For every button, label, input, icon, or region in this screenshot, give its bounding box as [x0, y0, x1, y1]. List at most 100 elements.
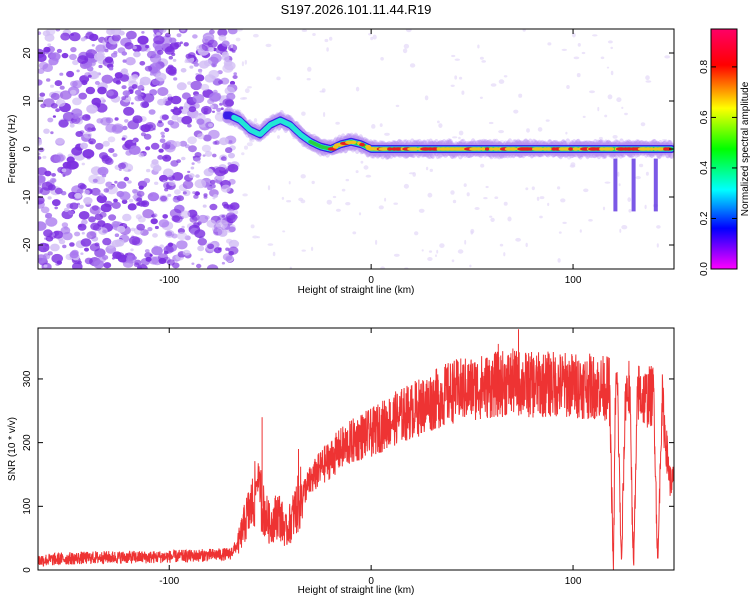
spectrogram-noise-blob — [112, 153, 118, 158]
spectrogram-noise-blob — [221, 40, 230, 47]
spectrogram-noise-blob — [461, 90, 465, 95]
spectrogram-noise-blob — [624, 112, 628, 116]
spectrogram-noise-blob — [616, 97, 622, 103]
spectrogram-noise-blob — [204, 38, 209, 43]
spectrogram-noise-blob — [289, 266, 292, 269]
spectrogram-noise-blob — [151, 246, 163, 256]
spectrogram-noise-blob — [437, 120, 440, 124]
spectrogram-noise-blob — [192, 93, 205, 104]
spectrogram-noise-blob — [38, 242, 50, 253]
spectrogram-noise-blob — [159, 138, 166, 143]
spectrogram-noise-blob — [164, 127, 170, 132]
spectrogram-noise-blob — [136, 264, 148, 269]
spectrogram-noise-blob — [372, 34, 377, 40]
spectrogram-noise-blob — [619, 228, 622, 233]
spectrogram-noise-blob — [621, 106, 624, 109]
spectrogram-noise-blob — [589, 90, 595, 94]
spectrogram-noise-blob — [298, 197, 304, 202]
spectrogram-noise-blob — [606, 66, 610, 69]
spectrogram-noise-blob — [158, 148, 164, 153]
spectrogram-noise-blob — [438, 123, 443, 128]
spectrogram-noise-blob — [209, 203, 218, 211]
spectrogram-noise-blob — [405, 29, 412, 33]
spectrogram-noise-blob — [272, 251, 276, 257]
spectrogram-noise-blob — [335, 208, 341, 212]
spectrogram-noise-blob — [81, 80, 88, 86]
spectrogram-noise-blob — [38, 31, 42, 35]
spectrogram-noise-blob — [536, 196, 540, 201]
spectrogram-noise-blob — [81, 162, 86, 166]
spectrogram-noise-blob — [43, 229, 53, 238]
spectrogram-noise-blob — [136, 197, 143, 202]
spectrogram-noise-blob — [247, 86, 252, 89]
spectrogram-noise-blob — [38, 175, 46, 183]
spectrogram-noise-blob — [89, 71, 100, 80]
spectrogram-noise-blob — [179, 140, 188, 147]
spectrogram-noise-blob — [97, 86, 107, 95]
spectrogram-noise-blob — [210, 179, 216, 185]
spectrogram-noise-blob — [127, 180, 132, 184]
spectrogram-noise-blob — [570, 162, 576, 167]
spectrogram-noise-blob — [84, 247, 89, 252]
spectrogram-noise-blob — [69, 123, 75, 128]
spectrogram-noise-blob — [265, 43, 272, 48]
spectrogram-noise-blob — [137, 216, 146, 223]
spectrogram-noise-blob — [162, 180, 167, 184]
spectrogram-noise-blob — [345, 178, 350, 182]
spectrogram-noise-blob — [45, 212, 53, 219]
spectrogram-noise-blob — [457, 249, 464, 254]
spectrogram-noise-blob — [576, 73, 581, 78]
spectrogram-noise-blob — [306, 78, 311, 81]
spectrogram-noise-blob — [89, 141, 94, 144]
spectrogram-noise-blob — [203, 59, 213, 67]
spectrogram-noise-blob — [104, 56, 114, 64]
spectrogram-noise-blob — [224, 86, 235, 96]
spectrogram-noise-blob — [121, 137, 126, 141]
spectrogram-noise-blob — [38, 221, 47, 231]
spectrogram-noise-blob — [176, 33, 182, 38]
spectrogram-noise-blob — [125, 57, 136, 66]
spectrogram-noise-blob — [664, 55, 671, 59]
spectrogram-noise-blob — [240, 97, 246, 100]
spectrogram-ridge-peak — [649, 147, 654, 151]
spectrogram-noise-blob — [130, 248, 134, 252]
spectrogram-noise-blob — [335, 121, 340, 125]
spectrogram-noise-blob — [221, 51, 229, 58]
spectrogram-noise-blob — [83, 131, 93, 139]
spectrogram-noise-blob — [158, 120, 163, 124]
spectrogram-noise-blob — [59, 85, 65, 90]
spectrogram-noise-blob — [227, 29, 238, 35]
spectrogram-noise-blob — [114, 233, 120, 237]
spectrogram-noise-blob — [203, 193, 208, 197]
spectrogram-noise-blob — [479, 56, 484, 60]
spectrogram-noise-blob — [149, 254, 153, 257]
spectrogram-noise-blob — [378, 205, 384, 210]
spectrogram-noise-blob — [522, 29, 526, 32]
spectrogram-noise-blob — [167, 93, 172, 98]
spectrogram-noise-blob — [450, 84, 455, 88]
spectrogram-noise-blob — [545, 119, 550, 122]
spectrogram-noise-blob — [466, 192, 470, 197]
spectrogram-noise-blob — [380, 57, 384, 61]
spectrogram-ridge-peak — [607, 147, 615, 151]
spectrogram-noise-blob — [51, 173, 56, 177]
spectrogram-noise-blob — [525, 187, 529, 191]
spectrogram-noise-blob — [72, 59, 79, 66]
spectrogram-noise-blob — [154, 225, 159, 230]
spectrogram-noise-blob — [418, 208, 425, 213]
spectrogram-noise-blob — [160, 195, 168, 202]
spectrogram-noise-blob — [143, 133, 152, 140]
spectrogram-noise-blob — [621, 225, 628, 230]
spectrogram-noise-blob — [474, 207, 480, 210]
spectrogram-noise-blob — [610, 70, 614, 76]
spectrogram-noise-blob — [151, 159, 159, 165]
spectrogram-noise-blob — [225, 99, 234, 107]
spectrogram-noise-blob — [180, 29, 186, 32]
spectrogram-noise-blob — [639, 163, 644, 168]
spectrogram-noise-blob — [42, 155, 47, 159]
spectrogram-noise-blob — [38, 61, 49, 70]
spectrogram-noise-blob — [206, 264, 219, 269]
spectrogram-noise-blob — [132, 140, 136, 144]
spectrogram-ridge-peak — [412, 147, 419, 151]
spectrogram-noise-blob — [276, 76, 281, 81]
